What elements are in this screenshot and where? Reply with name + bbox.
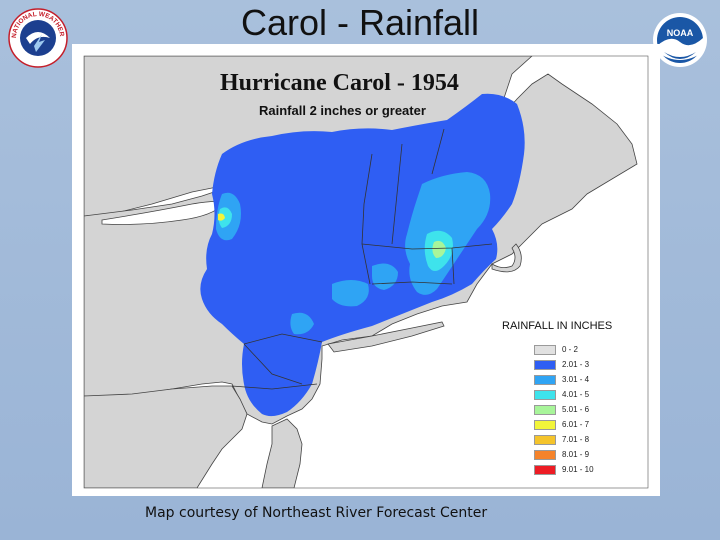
- legend-item: 3.01 - 4: [502, 372, 652, 387]
- legend-item: 4.01 - 5: [502, 387, 652, 402]
- legend-label: 3.01 - 4: [562, 375, 590, 384]
- rainfall-legend: RAINFALL IN INCHES 0 - 2 2.01 - 3 3.01 - 4…: [502, 320, 652, 477]
- rainfall-region-6-7: [218, 213, 225, 221]
- legend-label: 0 - 2: [562, 345, 579, 354]
- legend-swatch: [534, 404, 556, 415]
- nws-logo-icon: NATIONAL WEATHER SERVICE: [6, 3, 68, 68]
- legend-item: 2.01 - 3: [502, 357, 652, 372]
- legend-item: 7.01 - 8: [502, 432, 652, 447]
- legend-swatch: [534, 359, 556, 370]
- noaa-logo-text: NOAA: [667, 28, 694, 38]
- legend-item: 0 - 2: [502, 342, 652, 357]
- state-boundaries: [231, 128, 493, 390]
- legend-label: 7.01 - 8: [562, 435, 590, 444]
- legend-swatch: [534, 464, 556, 475]
- cape-cod: [491, 243, 522, 273]
- legend-label: 2.01 - 3: [562, 360, 590, 369]
- legend-swatch: [534, 449, 556, 460]
- map-canvas: [83, 55, 649, 489]
- legend-label: 8.01 - 9: [562, 450, 590, 459]
- legend-title: RAINFALL IN INCHES: [502, 320, 613, 332]
- rainfall-region-4-5: [218, 207, 232, 228]
- legend-swatch: [534, 419, 556, 430]
- rainfall-map: Hurricane Carol - 1954 Rainfall 2 inches…: [72, 44, 660, 496]
- rainfall-region-5-6: [432, 240, 446, 258]
- legend-swatch: [534, 344, 556, 355]
- map-subtitle: Rainfall 2 inches or greater: [259, 103, 426, 118]
- land-mass: [84, 385, 248, 488]
- legend-label: 5.01 - 6: [562, 405, 590, 414]
- legend-item: 8.01 - 9: [502, 447, 652, 462]
- rainfall-region-3-4: [405, 172, 491, 295]
- legend-label: 9.01 - 10: [562, 465, 594, 474]
- rainfall-region-3-4: [290, 312, 314, 335]
- slide-title: Carol - Rainfall: [240, 2, 480, 43]
- legend-item: 5.01 - 6: [502, 402, 652, 417]
- rainfall-region-2-3: [200, 93, 525, 417]
- legend-swatch: [534, 374, 556, 385]
- legend-swatch: [534, 389, 556, 400]
- legend-item: 9.01 - 10: [502, 462, 652, 477]
- map-title: Hurricane Carol - 1954: [220, 70, 459, 96]
- map-credit: Map courtesy of Northeast River Forecast…: [145, 505, 488, 521]
- legend-label: 4.01 - 5: [562, 390, 590, 399]
- legend-items: 0 - 2 2.01 - 3 3.01 - 4 4.01 - 5 5.01 - 6 6.0…: [502, 342, 652, 477]
- legend-label: 6.01 - 7: [562, 420, 590, 429]
- land-mass: [261, 418, 303, 488]
- legend-swatch: [534, 434, 556, 445]
- long-island: [327, 321, 445, 353]
- noaa-logo-icon: NOAA: [652, 12, 708, 68]
- rainfall-region-3-4: [332, 280, 369, 307]
- legend-item: 6.01 - 7: [502, 417, 652, 432]
